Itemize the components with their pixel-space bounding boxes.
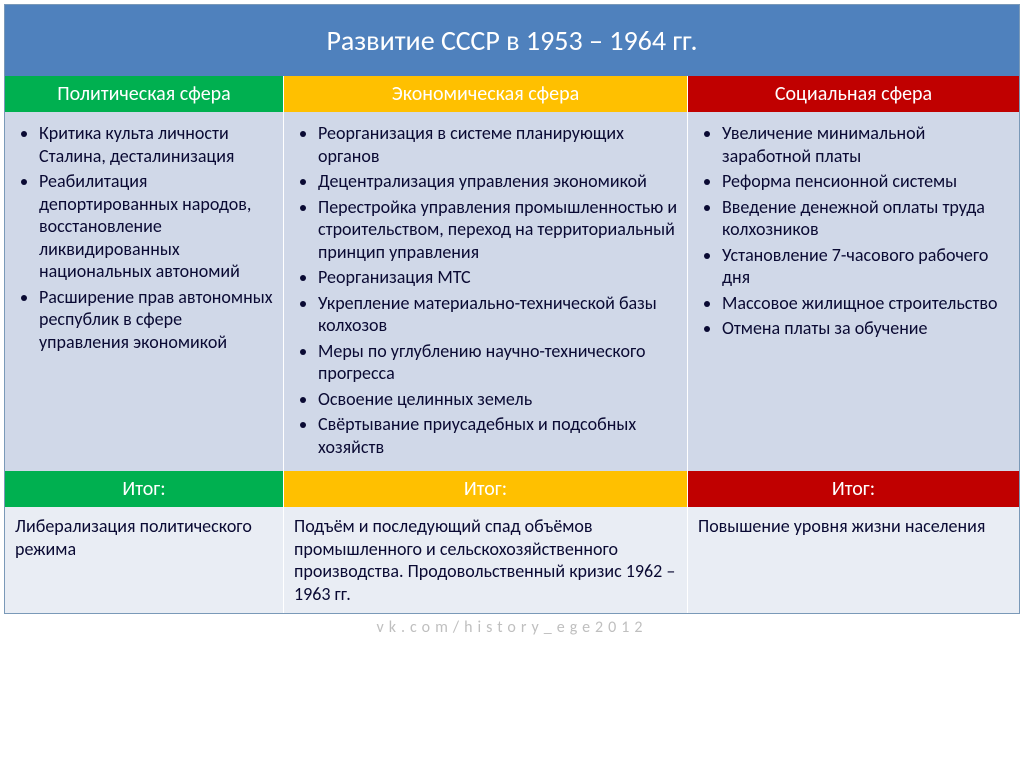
itog-political: Итог:: [5, 471, 283, 507]
result-political: Либерализация политического режима: [5, 507, 283, 613]
header-row: Политическая сфера Экономическая сфера С…: [5, 76, 1019, 112]
list-item: Увеличение минимальной заработной платы: [722, 122, 1011, 167]
itog-social: Итог:: [687, 471, 1019, 507]
list-item: Установление 7-часового рабочего дня: [722, 244, 1011, 289]
result-economic: Подъём и последующий спад объёмов промыш…: [283, 507, 687, 613]
slide-table: Развитие СССР в 1953 – 1964 гг. Политиче…: [4, 4, 1020, 614]
list-item: Отмена платы за обучение: [722, 317, 1011, 340]
list-item: Реабилитация депортированных народов, во…: [39, 170, 275, 283]
credit-text: vk.com/history_ege2012: [0, 618, 1024, 637]
list-item: Введение денежной оплаты труда колхозник…: [722, 196, 1011, 241]
list-item: Расширение прав автономных республик в с…: [39, 286, 275, 354]
list-item: Укрепление материально-технической базы …: [318, 292, 679, 337]
list-item: Реорганизация в системе планирующих орга…: [318, 122, 679, 167]
list-item: Массовое жилищное строительство: [722, 292, 1011, 315]
list-item: Реформа пенсионной системы: [722, 170, 1011, 193]
result-social: Повышение уровня жизни населения: [687, 507, 1019, 613]
list-item: Освоение целинных земель: [318, 388, 679, 411]
content-social: Увеличение минимальной заработной платы …: [687, 112, 1019, 471]
list-item: Свёртывание приусадебных и подсобных хоз…: [318, 413, 679, 458]
content-row: Критика культа личности Сталина, дестали…: [5, 112, 1019, 471]
list-item: Критика культа личности Сталина, дестали…: [39, 122, 275, 167]
result-row: Либерализация политического режима Подъё…: [5, 507, 1019, 613]
itog-row: Итог: Итог: Итог:: [5, 471, 1019, 507]
list-item: Децентрализация управления экономикой: [318, 170, 679, 193]
slide-title: Развитие СССР в 1953 – 1964 гг.: [5, 5, 1019, 76]
content-political: Критика культа личности Сталина, дестали…: [5, 112, 283, 471]
list-item: Реорганизация МТС: [318, 266, 679, 289]
header-social: Социальная сфера: [687, 76, 1019, 112]
itog-economic: Итог:: [283, 471, 687, 507]
content-economic: Реорганизация в системе планирующих орга…: [283, 112, 687, 471]
header-economic: Экономическая сфера: [283, 76, 687, 112]
header-political: Политическая сфера: [5, 76, 283, 112]
list-item: Меры по углублению научно-технического п…: [318, 340, 679, 385]
list-item: Перестройка управления промышленностью и…: [318, 196, 679, 264]
